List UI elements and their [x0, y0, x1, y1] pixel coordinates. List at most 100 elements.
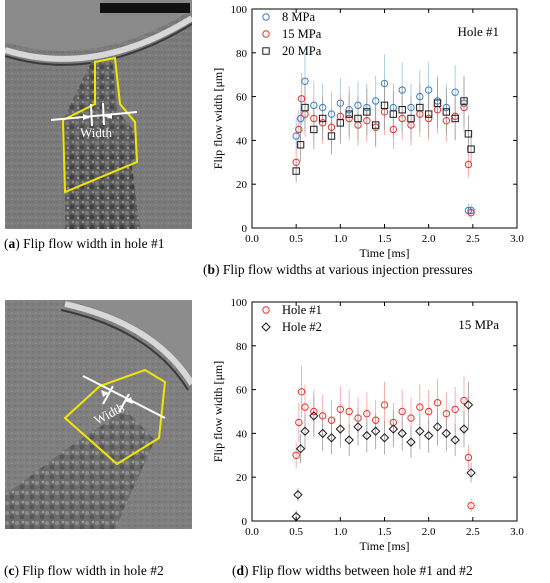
data-point	[451, 88, 459, 96]
y-tick-label: 0	[242, 223, 248, 235]
data-point	[371, 416, 380, 424]
data-point	[336, 99, 345, 107]
x-axis-label: Time [ms]	[360, 246, 410, 260]
x-tick-label: 0.0	[245, 233, 259, 245]
x-tick-label: 1.0	[333, 233, 347, 245]
data-point	[464, 130, 473, 138]
data-point	[354, 414, 362, 422]
caption-b: (b) Flip flow widths at various injectio…	[203, 262, 473, 277]
data-point	[442, 108, 451, 116]
caption-c-text: Flip flow width in hole #2	[19, 563, 164, 578]
data-point	[301, 403, 309, 411]
chart-annotation: 15 MPa	[458, 317, 499, 332]
data-point	[460, 97, 468, 105]
y-tick-label: 100	[231, 4, 248, 16]
data-point	[310, 114, 318, 123]
data-point	[407, 414, 415, 422]
data-point	[398, 106, 406, 114]
data-point	[451, 114, 459, 123]
data-point	[327, 416, 336, 424]
data-point	[295, 444, 306, 454]
chart-b-svg: 0.0 0.5 1.0 1.5 2.0 2.5 3.0 0 20 40 60 80 100 Time [m…	[211, 4, 524, 260]
x-tick-label: 2.5	[466, 233, 480, 245]
y-tick-label: 80	[236, 48, 248, 60]
width-annotation: Width	[80, 125, 112, 140]
data-point	[442, 103, 451, 112]
data-point	[415, 426, 425, 436]
legend-marker	[261, 322, 271, 332]
data-point	[371, 121, 380, 129]
xray-image-hole-1: Width	[5, 0, 192, 229]
data-point	[464, 453, 473, 462]
data-point	[398, 407, 406, 416]
x-tick-label: 1.5	[378, 233, 392, 245]
error-bars-2	[295, 381, 472, 521]
data-point	[336, 119, 345, 127]
data-point	[398, 86, 406, 94]
x-tick-label: 3.0	[510, 233, 524, 245]
legend-label: 20 MPa	[282, 44, 322, 58]
series-1	[292, 388, 475, 510]
data-point	[379, 433, 390, 443]
data-point	[336, 405, 345, 414]
data-point	[318, 412, 327, 420]
y-tick-label: 40	[236, 428, 248, 440]
data-point	[424, 114, 433, 123]
data-point	[463, 400, 474, 410]
y-tick-label: 100	[231, 297, 248, 309]
data-point	[295, 418, 303, 427]
data-point	[397, 428, 407, 439]
series-2	[292, 95, 475, 217]
x-tick-label: 1.5	[378, 526, 392, 538]
data-point	[407, 103, 415, 112]
data-point	[310, 101, 318, 110]
data-point	[363, 108, 371, 116]
chart-d-svg: 0.0 0.5 1.0 1.5 2.0 2.5 3.0 0 20 40 60 80 100 Time [m…	[211, 297, 524, 553]
data-point	[301, 77, 309, 85]
caption-d-text: Flip flow widths between hole #1 and #2	[248, 563, 473, 578]
data-point	[380, 401, 389, 409]
data-point	[354, 114, 362, 123]
data-point	[301, 103, 309, 112]
series-2	[291, 400, 476, 522]
caption-d-letter: d	[236, 563, 245, 578]
y-axis-label: Flip flow width [μm]	[211, 361, 225, 462]
y-axis-label: Flip flow width [μm]	[211, 68, 225, 169]
y-tick-label: 60	[236, 385, 248, 397]
data-point	[388, 424, 399, 434]
data-point	[318, 114, 327, 123]
data-point	[363, 116, 371, 125]
x-tick-label: 2.0	[422, 233, 436, 245]
hole-outline	[63, 368, 167, 466]
data-point	[416, 103, 424, 112]
data-point	[292, 451, 300, 460]
caption-a-text: Flip flow width in hole #1	[19, 236, 165, 251]
data-point	[416, 92, 424, 101]
x-tick-label: 0.0	[245, 526, 259, 538]
chart-annotation: Hole #1	[457, 24, 499, 39]
plot-area	[292, 51, 475, 220]
data-point	[335, 424, 346, 434]
x-tick-label: 1.0	[333, 526, 347, 538]
data-point	[345, 110, 353, 118]
data-point	[363, 103, 371, 112]
caption-b-letter: b	[207, 262, 216, 277]
chart-d: 0.0 0.5 1.0 1.5 2.0 2.5 3.0 0 20 40 60 80 100 Time [m…	[200, 293, 550, 555]
data-point	[310, 407, 318, 416]
legend-label: Hole #1	[282, 303, 322, 317]
x-tick-label: 0.5	[289, 526, 303, 538]
y-tick-label: 40	[236, 135, 248, 147]
data-point	[310, 125, 318, 134]
data-point	[459, 424, 469, 434]
data-point	[424, 110, 433, 118]
caption-d: (d) Flip flow widths between hole #1 and…	[232, 563, 473, 578]
data-point	[380, 79, 389, 88]
data-point	[441, 428, 452, 439]
data-point	[389, 125, 398, 134]
xray-image-hole-2-graphic: Width	[5, 300, 192, 529]
y-tick-label: 20	[236, 472, 248, 484]
data-point	[433, 399, 442, 407]
legend: Hole #1 Hole #2	[261, 303, 322, 334]
data-point	[362, 430, 372, 441]
data-point	[398, 114, 406, 123]
